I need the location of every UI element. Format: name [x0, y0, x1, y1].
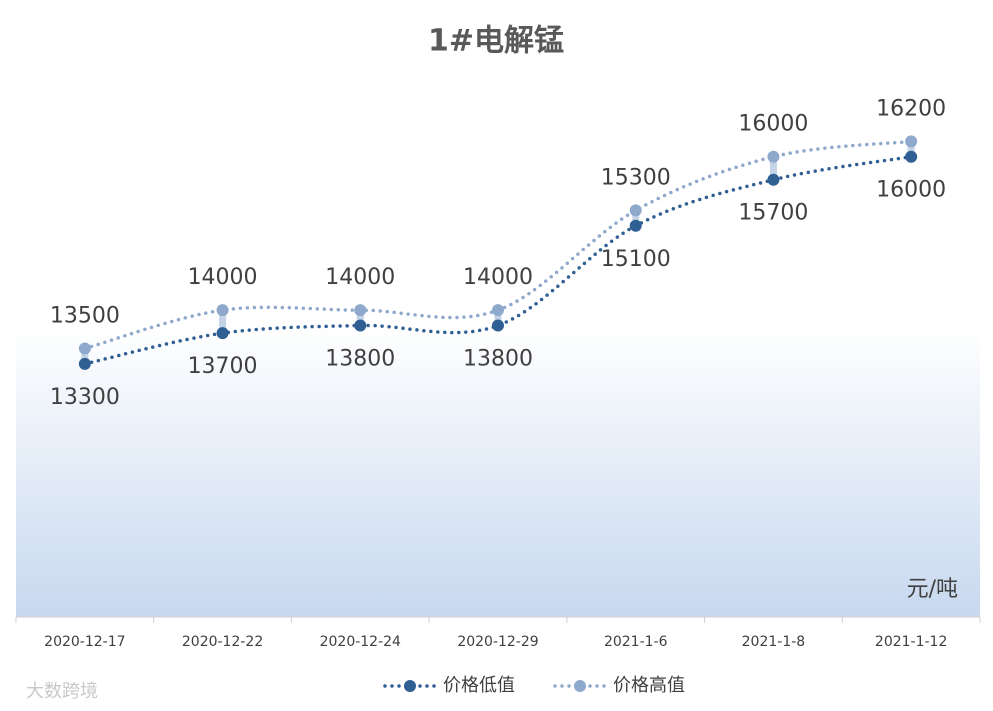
legend-label: 价格低值 — [443, 675, 515, 696]
data-label: 15700 — [738, 201, 808, 226]
x-tick-label: 2020-12-17 — [44, 634, 125, 650]
data-label: 15300 — [601, 165, 671, 190]
x-tick-label: 2020-12-24 — [320, 634, 401, 650]
data-label: 13500 — [50, 304, 120, 329]
marker — [216, 304, 229, 317]
unit-label: 元/吨 — [907, 577, 958, 602]
data-label: 13700 — [188, 354, 258, 379]
marker — [905, 135, 918, 148]
marker — [216, 327, 229, 340]
x-tick-label: 2021-1-6 — [604, 634, 668, 650]
x-tick-label: 2021-1-12 — [875, 634, 947, 650]
plot-background — [16, 230, 980, 617]
marker — [78, 357, 91, 370]
data-label: 15100 — [601, 247, 671, 272]
data-label: 16200 — [876, 96, 946, 121]
legend-marker — [574, 680, 586, 692]
marker — [492, 304, 504, 317]
marker — [354, 304, 367, 317]
marker — [629, 219, 642, 232]
marker — [78, 342, 91, 355]
watermark: 大数跨境 — [26, 681, 98, 702]
x-tick-label: 2020-12-22 — [182, 634, 263, 650]
legend-label: 价格高值 — [613, 675, 685, 696]
marker — [492, 319, 504, 332]
x-tick-label: 2021-1-8 — [742, 634, 806, 650]
marker — [354, 319, 367, 332]
data-label: 14000 — [463, 265, 533, 290]
data-label: 14000 — [325, 265, 395, 290]
data-label: 13800 — [325, 346, 395, 371]
legend-marker — [404, 680, 416, 692]
marker — [629, 204, 642, 217]
marker — [767, 150, 780, 163]
data-label: 13300 — [50, 385, 120, 410]
data-label: 14000 — [188, 265, 258, 290]
data-label: 13800 — [463, 346, 533, 371]
data-label: 16000 — [738, 112, 808, 137]
marker — [905, 150, 918, 163]
marker — [767, 173, 780, 186]
x-tick-label: 2020-12-29 — [457, 634, 538, 650]
data-label: 16000 — [876, 178, 946, 203]
chart-title: 1#电解锰 — [428, 24, 564, 59]
